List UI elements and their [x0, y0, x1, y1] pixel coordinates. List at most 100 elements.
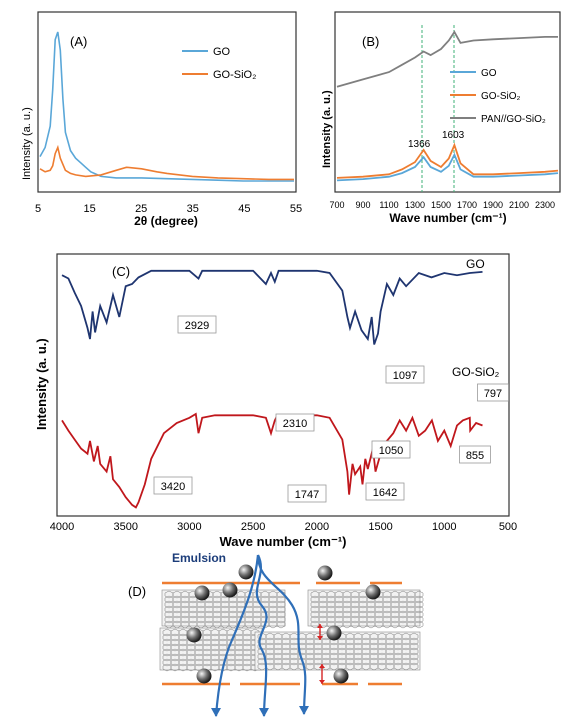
emulsion-label: Emulsion [172, 551, 226, 565]
hexagon-ring [409, 642, 419, 651]
annotation-box [459, 445, 491, 464]
panel-c-xtick: 1000 [432, 521, 456, 533]
annotation-box [477, 383, 509, 402]
panel-c-xticks: 4000 3500 3000 2500 2000 1500 1000 500 [50, 521, 517, 533]
panel-a-label: (A) [70, 34, 87, 49]
panel-c-annotations: 2929 1097 797 2310 1050 855 3420 1747 1642 [153, 315, 509, 503]
panel-a-xtick: 55 [290, 203, 302, 215]
silica-particle [238, 564, 254, 580]
panel-c-xtick: 2500 [241, 521, 265, 533]
annotation-box [275, 413, 315, 432]
panel-b-xtick: 2300 [535, 200, 555, 210]
panel-b-line-2 [336, 30, 558, 88]
panel-a-xlabel: 2θ (degree) [134, 214, 198, 228]
panel-b-ylabel: Intensity (a. u.) [321, 90, 333, 168]
panel-b-xtick: 1900 [483, 200, 503, 210]
panel-c-ylabel: Intensity (a. u.) [34, 338, 49, 430]
annotation-box [371, 440, 411, 459]
panel-c-xtick: 3000 [177, 521, 201, 533]
hexagon-ring [409, 657, 419, 666]
panel-a-frame [37, 11, 297, 193]
annotation-797: 797 [484, 388, 502, 400]
hexagon-ring [409, 637, 419, 646]
legend-b-go-sio2-label: GO-SiO₂ [481, 91, 521, 102]
flow-path [255, 554, 268, 717]
panel-c-xlabel: Wave number (cm⁻¹) [219, 534, 346, 549]
silica-particle [194, 585, 210, 601]
panel-b-series [336, 30, 559, 182]
annotation-1747: 1747 [295, 489, 319, 501]
flow-path [214, 554, 260, 717]
hexagon-ring [414, 600, 424, 609]
panel-c: (C) Intensity (a. u.) Wave number (cm⁻¹)… [34, 253, 517, 549]
annotation-855: 855 [466, 450, 484, 462]
spacing-arrow-head-down [317, 636, 323, 640]
series-label-go: GO [466, 257, 485, 271]
hexagon-ring [276, 615, 286, 624]
panel-a-xtick: 15 [83, 203, 95, 215]
silica-particle [186, 627, 202, 643]
annotation-2929: 2929 [185, 320, 209, 332]
panel-a-xtick: 35 [187, 203, 199, 215]
annotation-1097: 1097 [393, 370, 417, 382]
hexagon-ring [414, 590, 424, 599]
panel-b-label: (B) [362, 34, 379, 49]
legend-b-pan-label: PAN//GO-SiO₂ [481, 114, 546, 125]
flow-arrowhead [259, 708, 269, 717]
panel-a-xtick: 45 [238, 203, 250, 215]
panel-b-xtick: 2100 [509, 200, 529, 210]
panel-b-xtick: 1300 [405, 200, 425, 210]
panel-a-series [39, 31, 294, 182]
legend-go-sio2-label: GO-SiO₂ [213, 69, 256, 81]
panel-c-xtick: 4000 [50, 521, 74, 533]
hexagon-ring [276, 605, 286, 614]
annotation-box [177, 315, 217, 334]
panel-a-xtick: 5 [35, 203, 41, 215]
hexagon-ring [276, 595, 286, 604]
spacing-arrow-head-up [319, 664, 325, 668]
silica-particle [222, 582, 238, 598]
hexagon-ring [409, 647, 419, 656]
panel-b-xtick: 700 [329, 200, 344, 210]
hexagon-ring [414, 605, 424, 614]
panel-b-frame [334, 11, 561, 193]
spacing-arrow-head-down [319, 680, 325, 684]
hexagon-ring [414, 615, 424, 624]
hexagon-ring [409, 662, 419, 671]
flow-arrowhead [299, 706, 309, 715]
annotation-box [365, 482, 405, 501]
annotation-2310: 2310 [283, 418, 307, 430]
hexagon-ring [414, 620, 424, 629]
annotation-3420: 3420 [161, 481, 185, 493]
panel-a-line-0 [39, 31, 294, 182]
interlayer-spacing-arrows [317, 624, 325, 684]
silica-particle [326, 625, 342, 641]
panel-a-xtick: 25 [135, 203, 147, 215]
panel-a-line-1 [39, 144, 294, 181]
silica-particle [317, 565, 333, 581]
panel-b-legend: GO GO-SiO₂ PAN//GO-SiO₂ [450, 68, 546, 125]
silica-particle [333, 668, 349, 684]
panel-b-line-0 [336, 152, 559, 182]
panel-c-series [61, 269, 483, 509]
panel-b-xtick: 900 [355, 200, 370, 210]
panel-b-xtick: 1100 [379, 200, 398, 210]
panel-d-label: (D) [128, 584, 146, 599]
hexagon-ring [414, 610, 424, 619]
panel-c-frame [56, 253, 510, 517]
panel-c-xtick: 3500 [113, 521, 137, 533]
panel-c-xtick: 500 [499, 521, 517, 533]
panel-c-xtick: 1500 [368, 521, 392, 533]
annotation-1050: 1050 [379, 445, 403, 457]
legend-go-label: GO [213, 46, 231, 58]
panel-d: (D) Emulsion [128, 551, 424, 717]
annotation-box [287, 484, 327, 503]
panel-b: (B) Intensity (a. u.) Wave number (cm⁻¹)… [321, 11, 561, 225]
panel-b-xlabel: Wave number (cm⁻¹) [389, 211, 506, 225]
panel-c-line-1 [61, 412, 483, 509]
panel-b-xticks: 700 900 1100 1300 1500 1700 1900 2100 2300 [329, 200, 555, 210]
hexagon-ring [409, 652, 419, 661]
spacing-arrow-head-up [317, 624, 323, 628]
hexagon-ring [414, 595, 424, 604]
panel-a: (A) Intensity (a. u.) 2θ (degree) 5 15 25 3… [21, 11, 302, 228]
